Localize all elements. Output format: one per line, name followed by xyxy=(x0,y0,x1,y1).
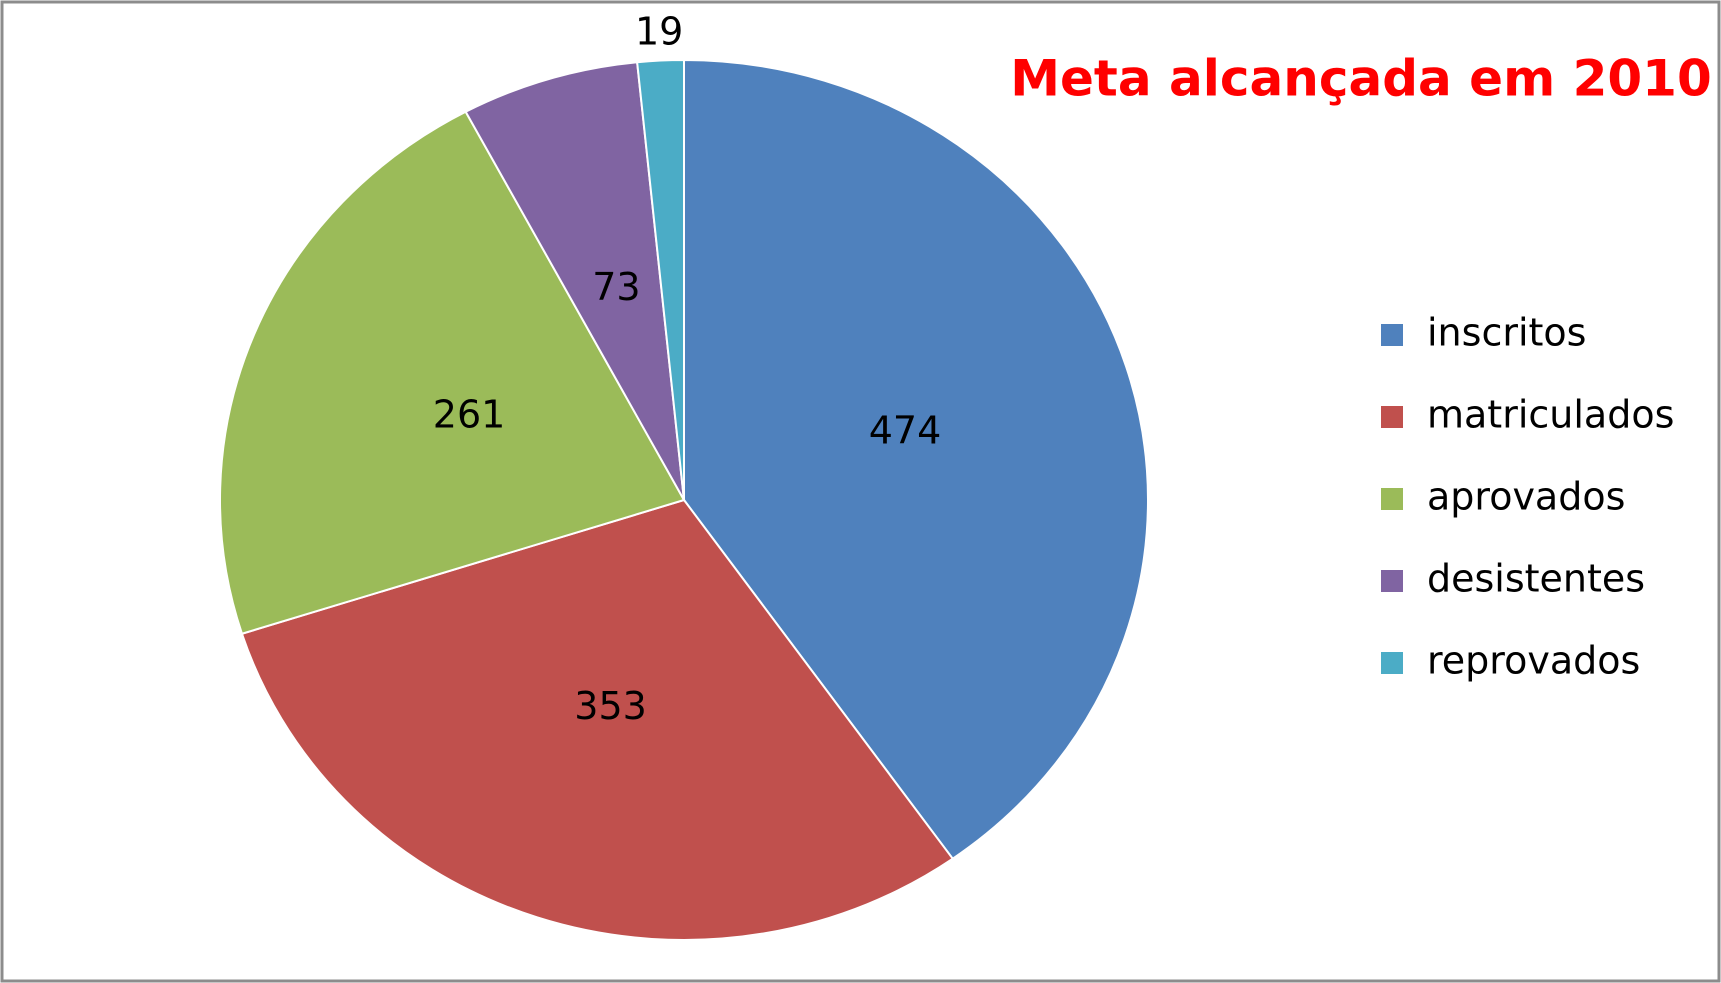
legend-label: desistentes xyxy=(1427,557,1645,601)
pie-slice xyxy=(464,61,685,501)
data-label: 353 xyxy=(574,684,647,728)
legend-swatch xyxy=(1381,488,1403,510)
data-label: 19 xyxy=(635,10,683,54)
pie-slice xyxy=(683,58,1149,861)
data-label: 261 xyxy=(433,393,506,437)
legend-label: aprovados xyxy=(1427,475,1625,519)
legend-label: matriculados xyxy=(1427,393,1674,437)
legend-swatch xyxy=(1381,324,1403,346)
legend-label: inscritos xyxy=(1427,311,1586,355)
data-label: 474 xyxy=(869,409,942,453)
legend-swatch xyxy=(1381,570,1403,592)
data-label: 73 xyxy=(592,265,640,309)
legend-label: reprovados xyxy=(1427,639,1640,683)
pie-slice xyxy=(636,58,685,501)
legend-swatch xyxy=(1381,652,1403,674)
legend-swatch xyxy=(1381,406,1403,428)
pie-slice xyxy=(219,110,686,635)
chart-title: Meta alcançada em 2010 xyxy=(1010,50,1711,108)
pie-slice xyxy=(240,498,955,941)
